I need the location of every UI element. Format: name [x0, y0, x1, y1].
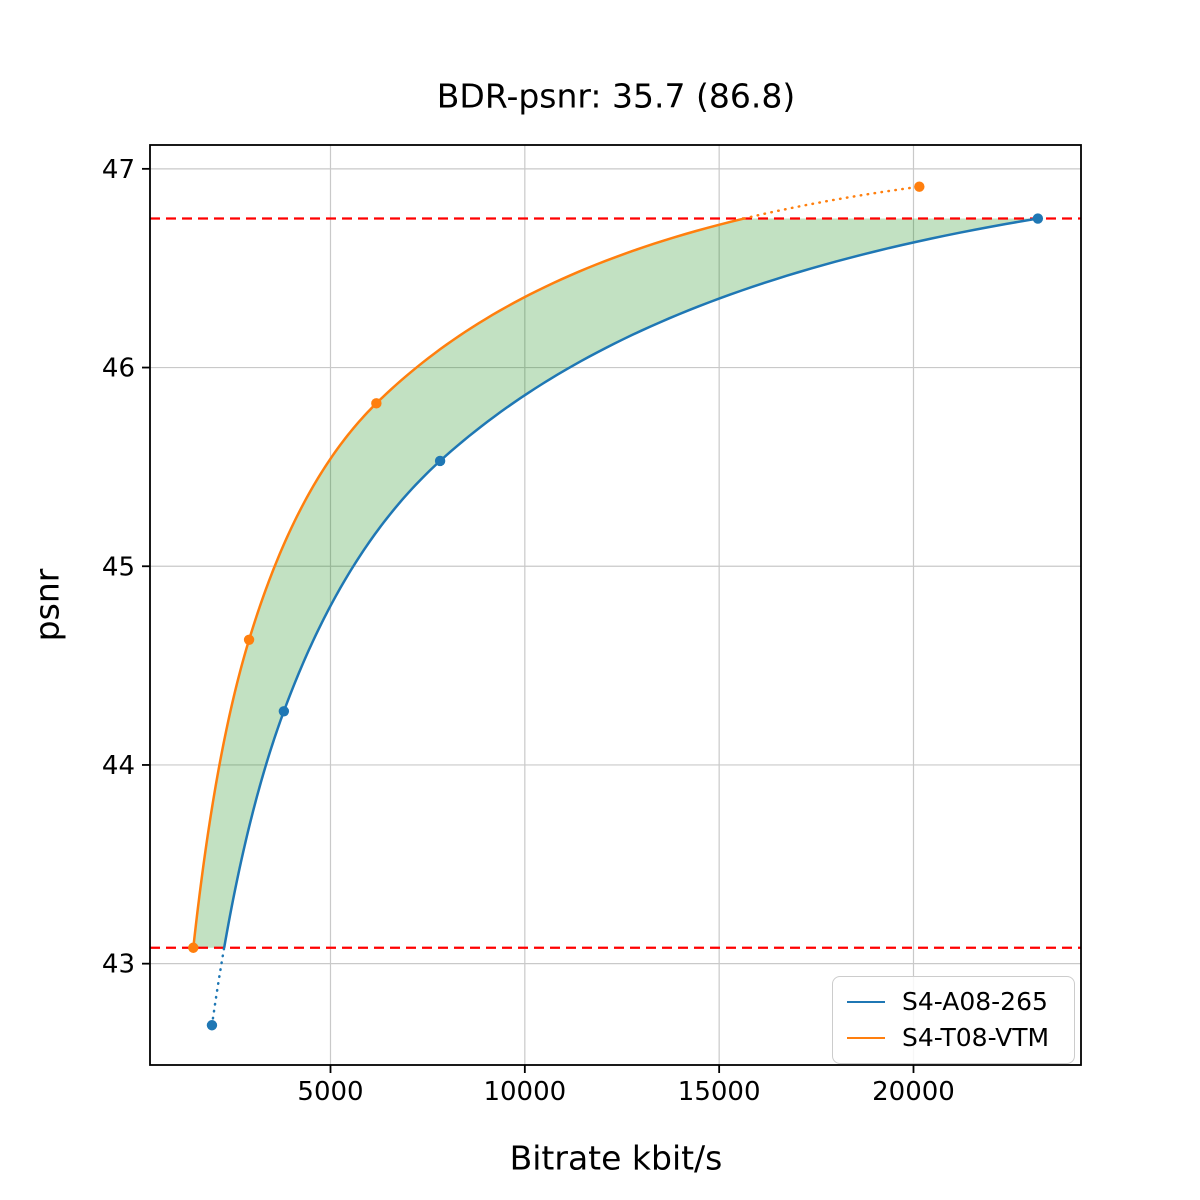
- y-tick-label: 45: [102, 552, 135, 582]
- legend-label: S4-T08-VTM: [902, 1022, 1050, 1052]
- x-tick-label: 20000: [872, 1077, 955, 1107]
- plot-border: [149, 144, 1082, 1066]
- x-axis-ticks: 5000 10000 15000 20000: [297, 1065, 955, 1107]
- gridlines: [150, 145, 1081, 1065]
- data-point-marker: [1032, 213, 1044, 224]
- y-tick-label: 44: [102, 751, 135, 781]
- bd-rate-area: [193, 218, 1038, 948]
- chart-title: BDR-psnr: 35.7 (86.8): [436, 76, 796, 116]
- y-tick-label: 43: [102, 950, 135, 980]
- legend-entry-S4-A08-265: S4-A08-265: [847, 986, 1060, 1017]
- data-point-marker: [371, 398, 382, 409]
- data-point-marker: [206, 1020, 218, 1031]
- data-point-marker: [278, 706, 290, 717]
- data-point-marker: [243, 634, 255, 645]
- legend-line-sample: [847, 1036, 885, 1039]
- legend-entry-S4-T08-VTM: S4-T08-VTM: [847, 1022, 1060, 1053]
- series-S4-T08-VTM: [188, 181, 925, 953]
- curve-solid-segment: [222, 217, 1039, 948]
- data-point-marker: [188, 942, 199, 953]
- curve-dotted-segment: [210, 946, 226, 1027]
- series-S4-A08-265: [206, 213, 1044, 1031]
- legend-label: S4-A08-265: [902, 986, 1048, 1016]
- x-tick-label: 15000: [678, 1077, 761, 1107]
- chart-legend: S4-A08-265 S4-T08-VTM: [832, 976, 1075, 1064]
- legend-line-sample: [847, 1001, 885, 1004]
- y-tick-label: 46: [102, 354, 135, 384]
- data-point-marker: [434, 455, 446, 467]
- curve-dotted-segment: [742, 185, 921, 220]
- y-axis-ticks: 43 44 45 46 47: [102, 155, 150, 980]
- ref-lines: [150, 217, 1081, 949]
- x-tick-label: 5000: [297, 1077, 363, 1107]
- data-point-marker: [914, 181, 925, 192]
- curve-solid-segment: [192, 217, 745, 948]
- x-tick-label: 10000: [483, 1077, 566, 1107]
- x-axis-label: Bitrate kbit/s: [509, 1138, 723, 1178]
- y-tick-label: 47: [102, 155, 135, 185]
